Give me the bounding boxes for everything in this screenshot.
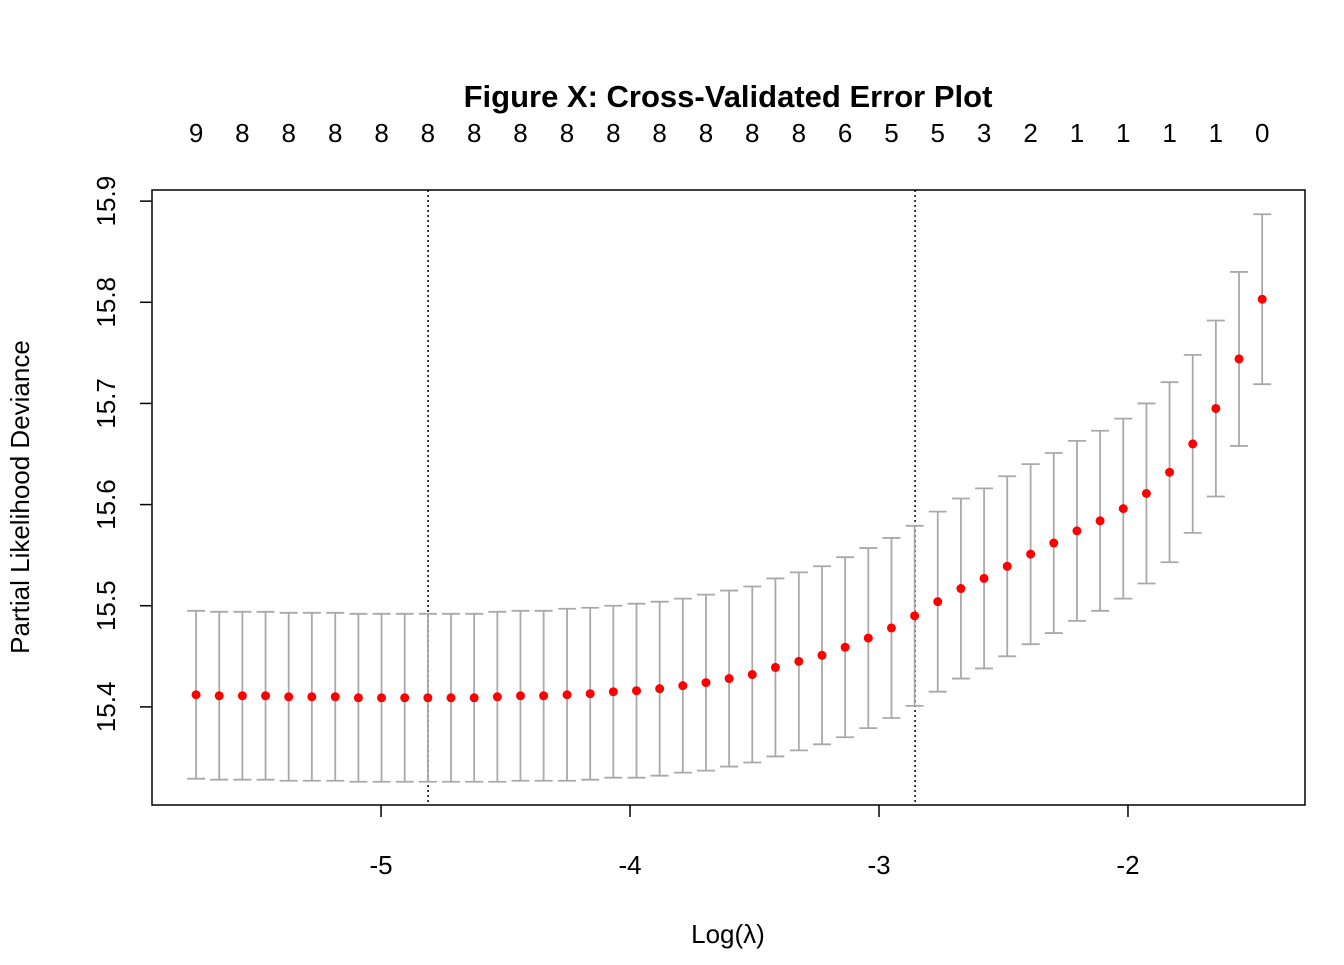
point [1257, 294, 1267, 304]
point [655, 684, 665, 694]
y-tick-label: 15.5 [91, 580, 121, 631]
top-axis-label: 1 [1162, 118, 1176, 148]
point [353, 693, 363, 703]
point [863, 633, 873, 643]
top-axis-label: 8 [560, 118, 574, 148]
top-axis-label: 5 [931, 118, 945, 148]
top-axis-label: 8 [606, 118, 620, 148]
point [840, 642, 850, 652]
top-axis-label: 6 [838, 118, 852, 148]
top-axis-label: 2 [1023, 118, 1037, 148]
point [423, 693, 433, 703]
point [400, 693, 410, 703]
point [1211, 403, 1221, 413]
top-axis-label: 8 [421, 118, 435, 148]
top-axis-label: 8 [374, 118, 388, 148]
point [886, 623, 896, 633]
point [678, 681, 688, 691]
y-tick-label: 15.7 [91, 378, 121, 429]
point [794, 656, 804, 666]
top-axis-label: 3 [977, 118, 991, 148]
point [1188, 439, 1198, 449]
y-tick-label: 15.6 [91, 479, 121, 530]
chart-title: Figure X: Cross-Validated Error Plot [464, 79, 993, 114]
top-axis-label: 8 [281, 118, 295, 148]
point [701, 678, 711, 688]
point [956, 584, 966, 594]
top-axis-label: 1 [1209, 118, 1223, 148]
point [237, 691, 247, 701]
point [562, 690, 572, 700]
point [539, 691, 549, 701]
point [284, 692, 294, 702]
point [747, 670, 757, 680]
point [817, 650, 827, 660]
point [1095, 516, 1105, 526]
top-axis-label: 8 [745, 118, 759, 148]
point [1002, 561, 1012, 571]
point [608, 687, 618, 697]
x-axis-label: Log(λ) [691, 919, 765, 949]
top-axis-label: 8 [699, 118, 713, 148]
x-tick-label: -2 [1116, 850, 1139, 880]
point [910, 611, 920, 621]
top-axis-label: 9 [189, 118, 203, 148]
point [469, 693, 479, 703]
point [1072, 526, 1082, 536]
point [191, 690, 201, 700]
point [979, 573, 989, 583]
top-axis-label: 8 [792, 118, 806, 148]
point [214, 691, 224, 701]
y-axis-label: Partial Likelihood Deviance [5, 340, 35, 654]
x-tick-label: -3 [867, 850, 890, 880]
point [377, 693, 387, 703]
plot-frame [151, 189, 1306, 806]
top-axis-label: 8 [328, 118, 342, 148]
point [515, 691, 525, 701]
point [585, 689, 595, 699]
point [1234, 354, 1244, 364]
point [307, 692, 317, 702]
point [261, 691, 271, 701]
point [724, 674, 734, 684]
point [770, 662, 780, 672]
top-axis-label: 8 [513, 118, 527, 148]
top-axis-label: 8 [235, 118, 249, 148]
x-tick-label: -5 [369, 850, 392, 880]
point [1165, 467, 1175, 477]
point [1141, 488, 1151, 498]
top-axis-label: 8 [652, 118, 666, 148]
point [446, 693, 456, 703]
point [492, 692, 502, 702]
point [632, 686, 642, 696]
top-axis-label: 8 [467, 118, 481, 148]
point [330, 692, 340, 702]
y-tick-label: 15.8 [91, 277, 121, 328]
x-tick-label: -4 [618, 850, 641, 880]
top-axis-label: 1 [1070, 118, 1084, 148]
point [1049, 538, 1059, 548]
y-tick-label: 15.4 [91, 682, 121, 733]
top-axis-label: 0 [1255, 118, 1269, 148]
point [1118, 504, 1128, 514]
top-axis-label: 1 [1116, 118, 1130, 148]
top-axis-label: 5 [884, 118, 898, 148]
point [933, 597, 943, 607]
point [1026, 549, 1036, 559]
y-tick-label: 15.9 [91, 176, 121, 227]
